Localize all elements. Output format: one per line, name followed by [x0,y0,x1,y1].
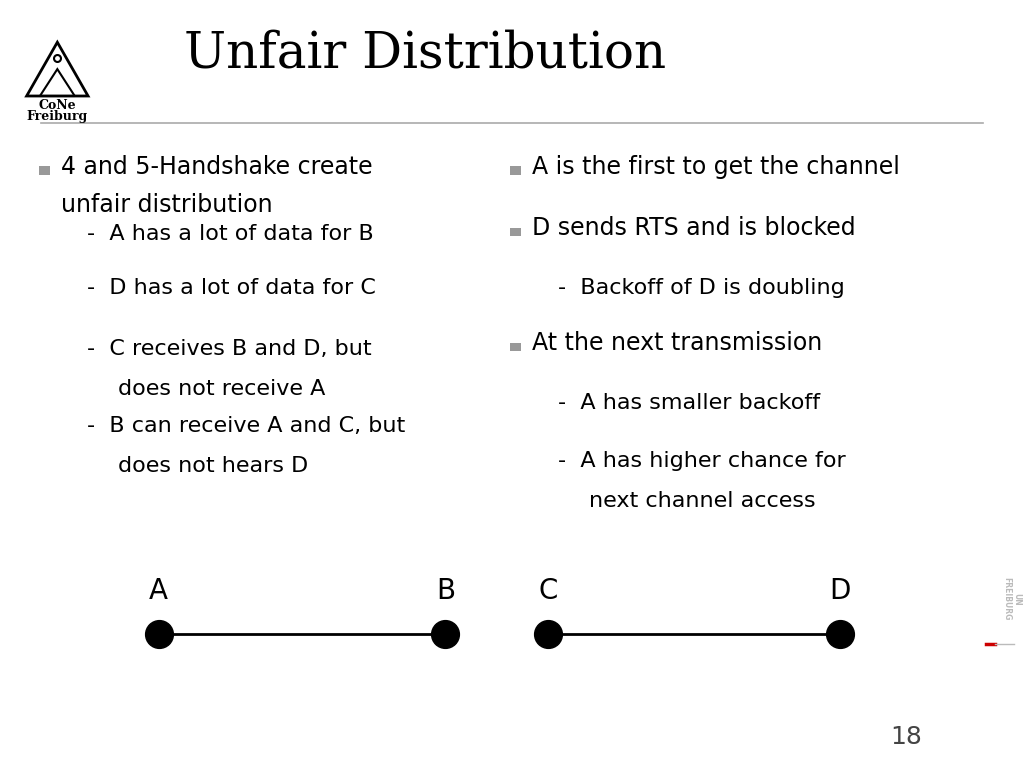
Text: -  A has a lot of data for B: - A has a lot of data for B [87,224,374,244]
FancyBboxPatch shape [510,166,521,174]
Text: Freiburg: Freiburg [27,111,88,123]
Text: Unfair Distribution: Unfair Distribution [184,29,667,78]
Text: -  Backoff of D is doubling: - Backoff of D is doubling [558,278,845,298]
FancyBboxPatch shape [510,343,521,351]
Text: next channel access: next channel access [589,491,815,511]
Text: CoNe: CoNe [39,100,76,112]
Text: unfair distribution: unfair distribution [61,193,273,217]
FancyBboxPatch shape [39,166,50,174]
Text: -  A has higher chance for: - A has higher chance for [558,451,846,471]
Text: -  C receives B and D, but: - C receives B and D, but [87,339,372,359]
Text: B: B [436,578,455,605]
Text: 4 and 5-Handshake create: 4 and 5-Handshake create [61,154,373,179]
Text: At the next transmission: At the next transmission [532,331,822,356]
Text: A is the first to get the channel: A is the first to get the channel [532,154,900,179]
Text: D sends RTS and is blocked: D sends RTS and is blocked [532,216,856,240]
Text: -  B can receive A and C, but: - B can receive A and C, but [87,416,406,436]
Text: C: C [538,578,557,605]
FancyBboxPatch shape [510,227,521,237]
Text: UN
FREIBURG: UN FREIBURG [1001,578,1021,621]
Text: -  D has a lot of data for C: - D has a lot of data for C [87,278,376,298]
Text: -  A has smaller backoff: - A has smaller backoff [558,393,820,413]
Text: does not hears D: does not hears D [118,456,308,476]
Text: A: A [150,578,168,605]
Text: D: D [828,578,850,605]
Text: does not receive A: does not receive A [118,379,325,399]
Text: 18: 18 [890,725,922,750]
